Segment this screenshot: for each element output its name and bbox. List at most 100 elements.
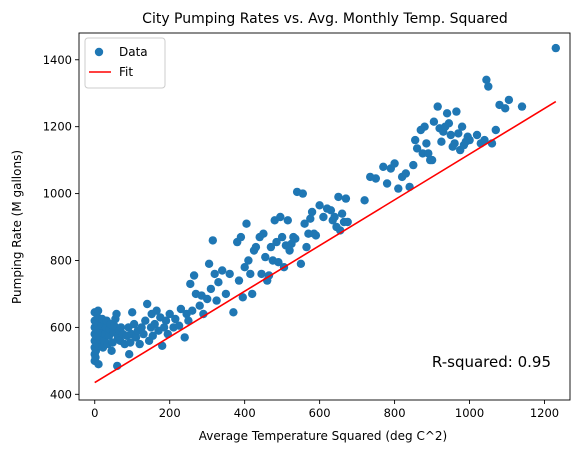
- data-point: [343, 217, 352, 227]
- data-point: [188, 306, 197, 315]
- data-point: [150, 319, 159, 329]
- data-point: [334, 192, 343, 202]
- data-point: [143, 299, 152, 309]
- data-point: [337, 209, 347, 218]
- data-point: [382, 179, 392, 188]
- data-point: [108, 338, 117, 347]
- data-point: [472, 130, 482, 140]
- data-point: [315, 201, 324, 210]
- data-point: [276, 212, 285, 222]
- data-point: [433, 102, 442, 111]
- data-point: [141, 316, 150, 325]
- data-point: [319, 212, 328, 222]
- data-point: [229, 308, 238, 317]
- x-tick-label: 1000: [455, 406, 484, 420]
- data-point: [437, 137, 446, 146]
- data-point: [221, 289, 231, 299]
- data-point: [94, 360, 103, 369]
- data-point: [176, 304, 186, 314]
- data-point: [296, 259, 306, 268]
- data-point: [424, 149, 433, 158]
- data-point: [238, 293, 247, 302]
- x-tick-label: 1200: [530, 406, 559, 420]
- data-point: [274, 258, 283, 267]
- data-point: [420, 122, 429, 131]
- data-point: [326, 206, 336, 215]
- y-tick-label: 1000: [43, 187, 72, 201]
- data-point: [148, 331, 157, 340]
- data-point: [412, 144, 422, 153]
- data-point: [259, 229, 268, 238]
- data-point: [204, 259, 214, 268]
- data-point: [379, 162, 388, 171]
- y-tick-label: 400: [50, 387, 72, 401]
- data-point: [152, 306, 161, 315]
- y-tick-label: 600: [50, 320, 72, 334]
- data-point: [306, 214, 315, 223]
- data-point: [161, 316, 171, 325]
- data-point: [465, 135, 474, 145]
- data-point: [341, 194, 351, 203]
- x-tick-label: 400: [234, 406, 256, 420]
- data-point: [457, 122, 467, 131]
- legend-marker-data: [94, 47, 104, 57]
- data-point: [139, 329, 148, 339]
- data-point: [180, 333, 189, 342]
- data-point: [298, 189, 307, 198]
- y-tick-label: 800: [50, 253, 72, 267]
- data-point: [442, 109, 452, 118]
- data-point: [158, 341, 167, 350]
- data-point: [199, 309, 208, 319]
- data-point: [401, 169, 410, 178]
- data-point: [174, 321, 184, 330]
- data-point: [240, 263, 249, 272]
- data-point: [491, 125, 500, 135]
- data-point: [171, 314, 180, 324]
- data-point: [234, 276, 244, 285]
- data-point: [450, 139, 459, 148]
- data-point: [285, 246, 294, 255]
- data-point: [244, 256, 253, 265]
- data-point: [446, 130, 455, 140]
- data-point: [131, 333, 141, 342]
- legend-label-data: Data: [119, 45, 148, 59]
- data-point: [517, 102, 527, 111]
- data-point: [482, 75, 491, 85]
- data-point: [429, 117, 439, 126]
- data-point: [394, 184, 403, 193]
- data-point: [189, 271, 199, 280]
- data-point: [214, 278, 223, 287]
- fit-line: [94, 100, 557, 384]
- data-point: [195, 301, 204, 310]
- data-point: [291, 234, 300, 243]
- data-point: [242, 219, 251, 228]
- data-point: [551, 43, 560, 53]
- data-point: [186, 279, 195, 289]
- data-point: [504, 95, 514, 105]
- x-tick-label: 200: [159, 406, 181, 420]
- x-tick-label: 0: [91, 406, 98, 420]
- data-point: [126, 338, 135, 347]
- plot-area: [90, 43, 560, 384]
- data-point: [208, 236, 217, 245]
- series-group: [90, 43, 560, 384]
- data-point: [272, 237, 281, 247]
- legend: Data Fit: [84, 37, 166, 89]
- data-point: [501, 104, 510, 113]
- data-point: [371, 174, 380, 183]
- data-point: [210, 269, 219, 279]
- data-point: [300, 219, 309, 228]
- data-point: [128, 308, 137, 317]
- data-point: [360, 196, 369, 205]
- x-tick-label: 800: [384, 406, 406, 420]
- data-point: [307, 207, 317, 217]
- data-point: [129, 319, 139, 329]
- data-point: [283, 216, 292, 225]
- data-point: [411, 135, 420, 145]
- data-point: [248, 289, 257, 299]
- data-point: [409, 160, 418, 170]
- data-point: [444, 119, 454, 128]
- data-point: [93, 306, 103, 315]
